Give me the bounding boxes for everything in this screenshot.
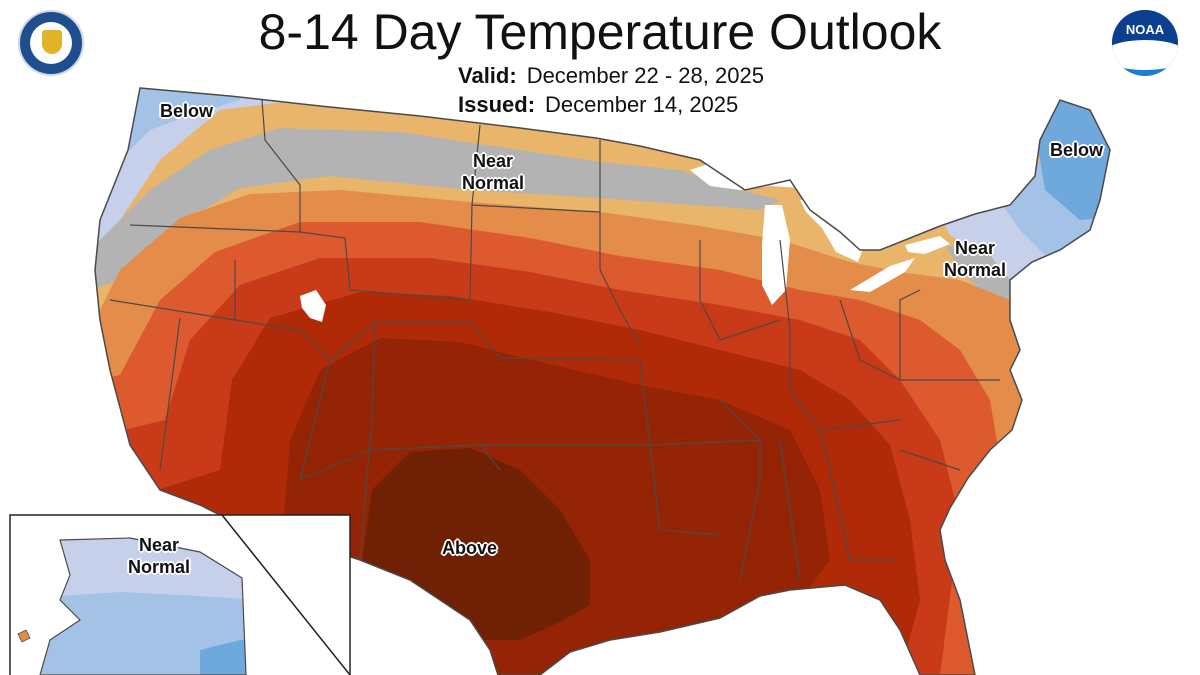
lake-michigan (762, 205, 790, 305)
noaa-logo-text: NOAA (1125, 22, 1165, 37)
label-mid-atlantic: Near Normal (944, 238, 1007, 280)
alaska-outline (39, 537, 247, 675)
issued-label: Issued: (458, 92, 536, 117)
noaa-logo: NOAA (1112, 10, 1178, 76)
label-northeast: Below (1050, 140, 1104, 160)
commerce-seal-logo (18, 10, 84, 76)
band-below-strongest-northeast (1030, 90, 1110, 220)
lake-ontario (905, 236, 950, 254)
band-below-strong-northwest (95, 88, 260, 150)
noaa-logo-wave (1112, 40, 1178, 70)
alaska-inset-diagonal (221, 514, 351, 675)
valid-label: Valid: (458, 63, 517, 88)
state-boundaries (109, 99, 1000, 581)
issued-line: Issued: December 14, 2025 (458, 92, 738, 118)
valid-line: Valid: December 22 - 28, 2025 (458, 63, 764, 89)
label-north-central: Near Normal (462, 151, 525, 193)
great-salt-lake (300, 290, 326, 322)
issued-value: December 14, 2025 (545, 92, 739, 117)
lake-erie (850, 258, 915, 292)
label-alaska: Near Normal (128, 535, 191, 577)
commerce-seal-shield-icon (42, 30, 62, 54)
valid-value: December 22 - 28, 2025 (526, 63, 764, 88)
band-near-normal-northeast (945, 245, 1020, 310)
aleutian-islands (17, 629, 31, 643)
label-south-central: Above (442, 538, 498, 558)
label-northwest: Below (160, 101, 214, 121)
page-title: 8-14 Day Temperature Outlook (258, 4, 942, 60)
